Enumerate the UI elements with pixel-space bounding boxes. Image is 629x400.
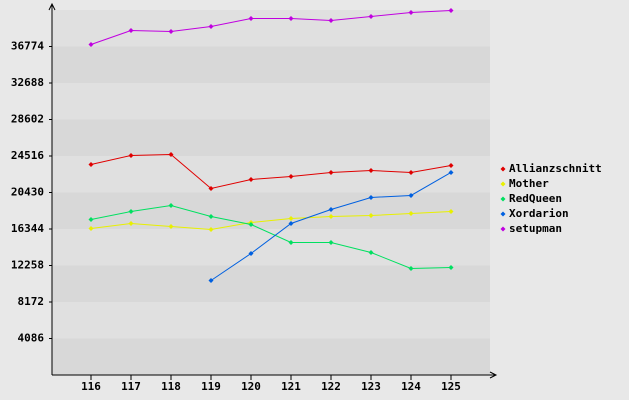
grid-band — [52, 46, 490, 83]
data-point — [88, 225, 94, 231]
data-point — [368, 212, 374, 218]
x-tick-label: 121 — [281, 380, 301, 393]
data-point — [288, 173, 294, 179]
data-point — [88, 41, 94, 47]
grid-band — [52, 338, 490, 375]
data-point — [368, 249, 374, 255]
data-point — [168, 151, 174, 157]
x-tick-label: 118 — [161, 380, 181, 393]
x-tick-label: 124 — [401, 380, 421, 393]
data-point — [208, 213, 214, 219]
y-tick-label: 32688 — [11, 76, 44, 89]
y-axis-arrow — [48, 2, 56, 11]
x-tick-label: 123 — [361, 380, 381, 393]
data-point — [408, 266, 414, 272]
data-point — [448, 264, 454, 270]
y-tick-label: 36774 — [11, 40, 44, 53]
x-tick-label: 122 — [321, 380, 341, 393]
data-point — [88, 216, 94, 222]
data-point — [408, 9, 414, 15]
data-point — [328, 213, 334, 219]
data-point — [288, 215, 294, 221]
data-point — [408, 192, 414, 198]
data-point — [328, 169, 334, 175]
data-point — [128, 220, 134, 226]
y-tick-label: 28602 — [11, 113, 44, 126]
legend-marker — [500, 211, 506, 217]
data-point — [208, 277, 214, 283]
data-point — [328, 239, 334, 245]
legend-label: RedQueen — [509, 192, 562, 205]
legend-label: Xordarion — [509, 207, 569, 220]
legend-label: Mother — [509, 177, 549, 190]
data-point — [168, 28, 174, 34]
data-point — [368, 194, 374, 200]
x-axis-arrow — [489, 371, 498, 379]
y-tick-label: 4086 — [18, 332, 45, 345]
series-line — [90, 153, 452, 190]
data-point — [128, 27, 134, 33]
y-tick-label: 24516 — [11, 149, 44, 162]
legend-marker — [500, 196, 506, 202]
grid-band — [52, 265, 490, 302]
data-point — [448, 162, 454, 168]
data-point — [328, 17, 334, 23]
data-point — [288, 15, 294, 21]
data-point — [248, 250, 254, 256]
data-point — [288, 239, 294, 245]
data-point — [208, 185, 214, 191]
y-tick-label: 16344 — [11, 222, 44, 235]
data-point — [248, 176, 254, 182]
data-point — [248, 221, 254, 227]
data-point — [88, 161, 94, 167]
data-point — [448, 7, 454, 13]
x-tick-label: 117 — [121, 380, 141, 393]
data-point — [408, 210, 414, 216]
grid-band — [52, 119, 490, 156]
data-point — [168, 223, 174, 229]
series-line — [90, 204, 452, 270]
data-point — [208, 226, 214, 232]
series-line — [90, 9, 452, 45]
data-point — [128, 152, 134, 158]
legend-marker — [500, 166, 506, 172]
data-point — [368, 167, 374, 173]
grid-band — [52, 192, 490, 229]
data-point — [448, 169, 454, 175]
data-point — [248, 15, 254, 21]
x-tick-label: 119 — [201, 380, 221, 393]
data-point — [168, 202, 174, 208]
data-point — [448, 208, 454, 214]
y-tick-label: 20430 — [11, 186, 44, 199]
x-tick-label: 116 — [81, 380, 101, 393]
y-tick-label: 12258 — [11, 259, 44, 272]
series-line — [90, 210, 452, 230]
data-point — [368, 13, 374, 19]
data-point — [408, 169, 414, 175]
data-point — [288, 220, 294, 226]
y-tick-label: 8172 — [18, 295, 45, 308]
x-tick-label: 125 — [441, 380, 461, 393]
data-point — [208, 23, 214, 29]
legend-label: Allianzschnitt — [509, 162, 602, 175]
legend-marker — [500, 181, 506, 187]
x-tick-label: 120 — [241, 380, 261, 393]
legend-marker — [500, 226, 506, 232]
legend-label: setupman — [509, 222, 562, 235]
data-point — [128, 208, 134, 214]
data-point — [328, 206, 334, 212]
